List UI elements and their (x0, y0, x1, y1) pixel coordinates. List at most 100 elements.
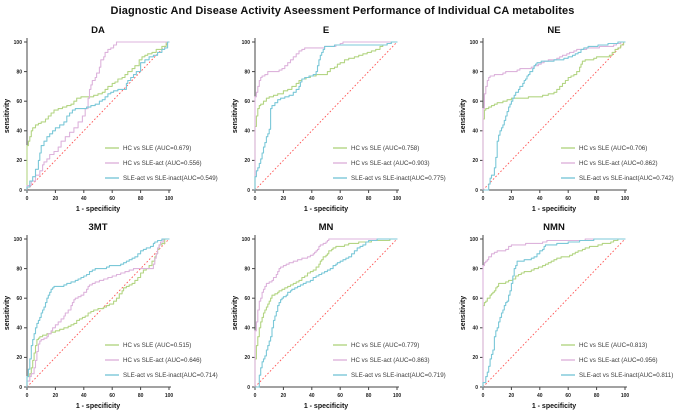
legend-entry: HC vs SLE-act (AUC=0.903) (332, 160, 429, 167)
legend-label: HC vs SLE-act (AUC=0.646) (123, 357, 202, 364)
x-tick-label: 60 (109, 196, 115, 202)
roc-plot-canvas: 3MT 00 20 20 40 40 60 60 80 80 100 100 1 - specifici… (4, 222, 218, 410)
subplot-title: DA (91, 25, 105, 36)
roc-plot-canvas: MN 00 20 20 40 40 60 60 80 80 100 100 1 - specificit… (232, 222, 446, 410)
legend-label: HC vs SLE (AUC=0.679) (123, 145, 191, 152)
y-tick-label: 100 (469, 40, 478, 46)
y-tick-label: 20 (244, 158, 250, 164)
y-tick-label: 40 (16, 326, 22, 332)
x-tick-label: 80 (365, 196, 371, 202)
x-tick-label: 80 (593, 393, 599, 399)
roc-subplot-3mt: 3MT 0 0 20 20 40 40 60 60 80 80 100 100 1 - specifici… (1, 219, 229, 416)
x-tick-label: 100 (620, 393, 629, 399)
x-axis-label: 1 - specificity (531, 403, 575, 410)
legend-entry: SLE-act vs SLE-inact(AUC=0.549) (104, 175, 218, 182)
legend-entry: SLE-act vs SLE-inact(AUC=0.775) (332, 175, 446, 182)
y-tick-label: 80 (472, 266, 478, 272)
roc-curve-hc-vs-sle (25, 41, 170, 191)
roc-plot-canvas: E 00 20 20 40 40 60 60 80 80 100 100 1 - specificity… (232, 25, 446, 213)
x-axis-label: 1 - specificity (531, 206, 575, 213)
legend-label: HC vs SLE (AUC=0.515) (123, 342, 191, 349)
x-tick-label: 20 (508, 196, 514, 202)
subplot-title: E (322, 25, 328, 36)
y-tick-label: 40 (472, 326, 478, 332)
roc-subplot-ne: NE 0 0 20 20 40 40 60 60 80 80 100 100 1 - specificit… (457, 22, 685, 219)
roc-subplot-mn: MN 0 0 20 20 40 40 60 60 80 80 100 100 1 - specificit… (229, 219, 457, 416)
x-tick-label: 0 (25, 196, 28, 202)
roc-curve-sle-act-vs-sle-inact (253, 41, 398, 191)
x-tick-label: 20 (52, 196, 58, 202)
y-axis-label: sensitivity (460, 99, 467, 133)
x-tick-label: 60 (337, 196, 343, 202)
x-tick-label: 60 (565, 196, 571, 202)
x-tick-label: 40 (81, 393, 87, 399)
x-tick-label: 60 (109, 393, 115, 399)
legend-label: HC vs SLE (AUC=0.758) (351, 145, 419, 152)
y-tick-label: 0 (247, 188, 250, 194)
legend-entry: SLE-act vs SLE-inact(AUC=0.719) (332, 372, 445, 379)
legend-label: HC vs SLE-act (AUC=0.863) (351, 357, 430, 364)
legend-entry: HC vs SLE-act (AUC=0.862) (560, 160, 658, 167)
x-tick-label: 0 (481, 196, 484, 202)
x-tick-label: 100 (392, 196, 401, 202)
x-tick-label: 80 (593, 196, 599, 202)
legend-label: SLE-act vs SLE-inact(AUC=0.775) (351, 175, 446, 182)
y-tick-label: 40 (244, 326, 250, 332)
y-tick-label: 0 (475, 385, 478, 391)
y-tick-label: 40 (472, 129, 478, 135)
subplot-title: NE (547, 25, 560, 36)
x-tick-label: 40 (81, 196, 87, 202)
legend-entry: SLE-act vs SLE-inact(AUC=0.742) (560, 175, 674, 182)
x-axis-label: 1 - specificity (75, 403, 119, 410)
y-tick-label: 40 (244, 129, 250, 135)
roc-curve-sle-act-vs-sle-inact (481, 41, 626, 191)
roc-curve-sle-act-vs-sle-inact (253, 238, 398, 388)
y-tick-label: 80 (16, 69, 22, 75)
x-tick-label: 80 (137, 393, 143, 399)
x-tick-label: 20 (508, 393, 514, 399)
legend-label: SLE-act vs SLE-inact(AUC=0.742) (579, 175, 674, 182)
reference-diagonal-line (482, 41, 625, 191)
legend-entry: HC vs SLE (AUC=0.813) (560, 342, 647, 349)
x-tick-label: 60 (337, 393, 343, 399)
y-axis-label: sensitivity (232, 99, 239, 133)
x-tick-label: 40 (309, 196, 315, 202)
x-tick-label: 40 (537, 393, 543, 399)
y-tick-label: 0 (247, 385, 250, 391)
y-tick-label: 80 (244, 266, 250, 272)
roc-curve-sle-act-vs-sle-inact (25, 238, 170, 388)
y-tick-label: 20 (472, 355, 478, 361)
legend-label: SLE-act vs SLE-inact(AUC=0.549) (123, 175, 218, 182)
reference-diagonal-line (26, 238, 169, 388)
x-tick-label: 20 (280, 393, 286, 399)
y-axis-label: sensitivity (460, 296, 467, 330)
x-tick-label: 100 (620, 196, 629, 202)
y-tick-label: 20 (244, 355, 250, 361)
legend-entry: HC vs SLE (AUC=0.758) (332, 145, 419, 152)
legend-label: HC vs SLE-act (AUC=0.956) (579, 357, 658, 364)
roc-plot-canvas: NMN 00 20 20 40 40 60 60 80 80 100 100 1 - specifici… (460, 222, 673, 410)
reference-diagonal-line (254, 41, 397, 191)
y-tick-label: 60 (244, 296, 250, 302)
legend-label: HC vs SLE-act (AUC=0.862) (579, 160, 658, 167)
legend-label: SLE-act vs SLE-inact(AUC=0.811) (579, 372, 673, 379)
y-tick-label: 20 (16, 355, 22, 361)
x-axis-label: 1 - specificity (75, 206, 119, 213)
legend-entry: SLE-act vs SLE-inact(AUC=0.811) (560, 372, 673, 379)
legend-label: HC vs SLE (AUC=0.813) (579, 342, 647, 349)
x-tick-label: 0 (25, 393, 28, 399)
y-tick-label: 0 (475, 188, 478, 194)
y-axis-label: sensitivity (4, 296, 11, 330)
roc-curve-hc-vs-sle-act (253, 238, 398, 388)
plots-grid: DA 0 0 20 20 40 40 60 60 80 80 100 100 1 - specificit… (1, 22, 685, 416)
y-tick-label: 60 (16, 99, 22, 105)
legend-entry: HC vs SLE-act (AUC=0.556) (104, 160, 201, 167)
y-tick-label: 100 (241, 40, 250, 46)
roc-curve-sle-act-vs-sle-inact (481, 238, 626, 388)
figure-title: Diagnostic And Disease Activity Aseessme… (110, 5, 575, 17)
roc-curve-hc-vs-sle-act (481, 238, 626, 388)
legend-entry: SLE-act vs SLE-inact(AUC=0.714) (104, 372, 217, 379)
roc-curve-sle-act-vs-sle-inact (25, 41, 170, 191)
x-tick-label: 0 (481, 393, 484, 399)
